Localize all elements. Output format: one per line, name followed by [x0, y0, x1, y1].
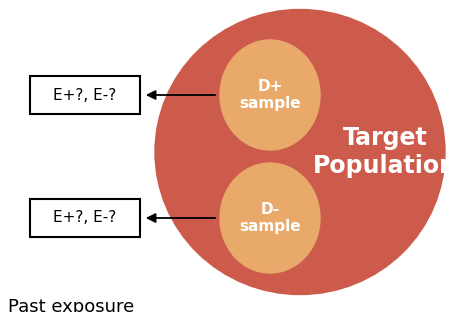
FancyBboxPatch shape [30, 76, 140, 114]
Ellipse shape [220, 40, 320, 150]
Text: D+
sample: D+ sample [239, 79, 301, 111]
Ellipse shape [220, 163, 320, 273]
FancyBboxPatch shape [30, 199, 140, 237]
Text: Past exposure: Past exposure [8, 298, 134, 312]
Ellipse shape [155, 9, 445, 295]
Text: E+?, E-?: E+?, E-? [54, 211, 117, 226]
Text: D-
sample: D- sample [239, 202, 301, 234]
Text: E+?, E-?: E+?, E-? [54, 87, 117, 103]
Text: Target
Population: Target Population [313, 126, 457, 178]
